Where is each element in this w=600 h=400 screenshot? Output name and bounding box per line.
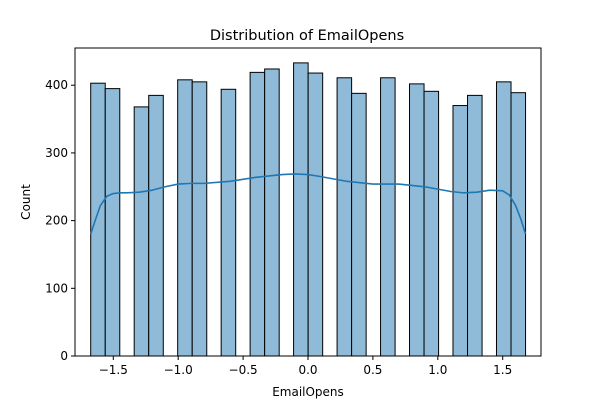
histogram-bar [90,82,106,357]
histogram-bar [307,72,324,357]
y-tick-label: 0 [60,349,68,363]
histogram-bar [249,71,266,357]
x-axis-label: EmailOpens [272,385,344,399]
histogram-bar [133,106,150,357]
histogram-bar [191,81,208,357]
histogram-bar [148,94,164,357]
histogram-bar [452,105,469,357]
y-tick-label: 400 [45,78,68,92]
x-axis-ticks: −1.5 −1.0 −0.5 0.0 0.5 1.0 1.5 [99,356,512,377]
chart-title: Distribution of EmailOpens [210,28,404,44]
x-tick-label: 0.5 [363,363,382,377]
x-tick-label: −0.5 [229,363,258,377]
x-tick-label: −1.0 [164,363,193,377]
histogram-bar [423,90,440,357]
histogram-bar [495,81,512,357]
x-tick-label: 1.5 [493,363,512,377]
bars-layer [90,62,527,357]
histogram-bar [264,68,280,357]
x-tick-label: 1.0 [428,363,447,377]
x-tick-label: −1.5 [99,363,128,377]
histogram-bar [351,92,367,357]
y-tick-label: 200 [45,214,68,228]
histogram-bar [409,83,425,357]
kde-line [89,173,527,235]
y-tick-label: 300 [45,146,68,160]
histogram-bar [467,94,483,357]
y-axis-ticks: 0 100 200 300 400 [45,78,75,363]
histogram-bar [293,62,309,357]
histogram-bar [220,88,237,357]
y-axis-label: Count [19,184,33,220]
kde-layer [89,173,527,235]
histogram-bar [104,88,121,357]
histogram-bar [177,79,193,357]
y-tick-label: 100 [45,281,68,295]
x-tick-label: 0.0 [298,363,317,377]
histogram-bar [510,92,527,357]
histogram-bar [336,77,353,357]
histogram-bar [380,77,396,357]
